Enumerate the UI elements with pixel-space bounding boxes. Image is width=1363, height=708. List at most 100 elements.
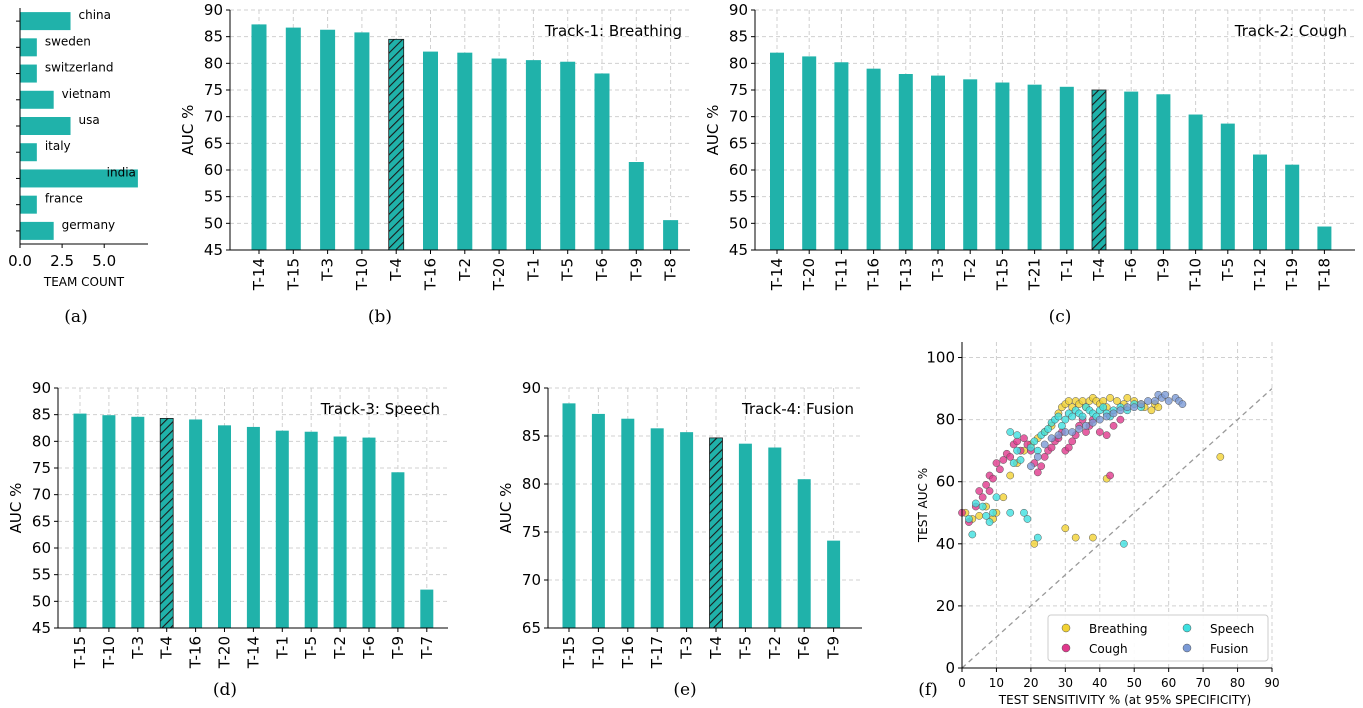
- y-tick-label: 85: [32, 406, 51, 424]
- point-cough: [1064, 443, 1073, 452]
- point-cough: [989, 474, 997, 483]
- x-tick-label: T-5: [302, 636, 320, 660]
- bar-t-9: [827, 540, 841, 628]
- country-label: germany: [62, 218, 115, 232]
- x-tick-label: T-15: [71, 636, 89, 669]
- point-fusion: [1123, 403, 1132, 412]
- point-speech: [968, 530, 977, 539]
- y-tick-label: 75: [204, 81, 223, 99]
- y-tick-label: 65: [729, 134, 748, 152]
- bar-t-13: [898, 74, 913, 250]
- panel-caption: (e): [673, 680, 696, 700]
- point-breathing: [1123, 394, 1132, 402]
- legend-marker-fusion: [1182, 643, 1192, 653]
- point-speech: [1016, 456, 1025, 464]
- point-speech: [971, 499, 980, 508]
- point-cough: [1006, 453, 1015, 461]
- x-tick-label: T-9: [389, 636, 407, 660]
- bar-t-5: [560, 61, 576, 250]
- x-tick-label: T-8: [662, 258, 680, 282]
- x-tick-label: T-4: [158, 636, 176, 660]
- x-tick-label: T-21: [1026, 258, 1044, 291]
- bar-t-16: [189, 419, 203, 628]
- legend-box: [1047, 614, 1269, 662]
- y-tick-label: 100: [926, 349, 955, 367]
- x-tick-label: T-5: [736, 636, 754, 660]
- point-cough: [1106, 471, 1114, 480]
- point-speech: [1006, 428, 1015, 436]
- point-fusion: [1109, 409, 1118, 418]
- bar-t-10: [102, 415, 116, 628]
- x-axis-label: TEST SENSITIVITY % (at 95% SPECIFICITY): [998, 693, 1251, 707]
- x-tick-label: T-5: [1219, 258, 1237, 282]
- y-tick-label: 85: [522, 427, 541, 445]
- bar-t-14: [251, 24, 267, 251]
- y-tick-label: 60: [729, 161, 748, 179]
- bar-t-3: [680, 432, 694, 628]
- point-cough: [985, 487, 994, 495]
- bar-t-2: [333, 436, 347, 628]
- x-tick-label: T-9: [825, 636, 843, 660]
- y-tick-label: 55: [204, 188, 223, 206]
- diagonal-reference-line: [961, 388, 1273, 669]
- point-fusion: [1164, 397, 1173, 405]
- bar-t-6: [797, 479, 811, 628]
- bar-t-15: [995, 82, 1010, 251]
- point-breathing: [1089, 533, 1097, 542]
- bar-t-10: [354, 32, 370, 251]
- y-tick-label: 90: [32, 379, 51, 397]
- x-tick-label: T-9: [1154, 258, 1172, 282]
- panel-c-cough-chart: 45 50 55 60 65 70 75 80 85 90 T-14 T-20 T-11 T-16 T-13…: [704, 1, 1355, 327]
- bar-t-1: [1059, 86, 1074, 250]
- x-tick-label: T-12: [1251, 258, 1269, 291]
- x-tick-label: 60: [1161, 676, 1176, 690]
- point-cough: [1020, 434, 1028, 443]
- point-breathing: [1071, 533, 1080, 542]
- x-tick-label: T-5: [559, 258, 577, 282]
- point-speech: [989, 508, 997, 517]
- x-tick-label: T-4: [1090, 258, 1108, 282]
- point-cough: [982, 480, 990, 489]
- x-tick-label: T-17: [648, 636, 666, 669]
- y-tick-label: 50: [204, 214, 223, 232]
- x-tick-label: T-19: [1283, 258, 1301, 291]
- country-label: india: [107, 165, 136, 179]
- y-tick-label: 60: [204, 161, 223, 179]
- point-fusion: [1144, 397, 1152, 405]
- point-speech: [1033, 533, 1042, 542]
- point-cough: [1095, 428, 1104, 436]
- x-tick-label: T-1: [1058, 258, 1076, 282]
- x-tick-label: 30: [1058, 676, 1073, 690]
- panel-e-fusion-chart: 65 70 75 80 85 90 T-15 T-10 T-16 T-17 T-3 T-4 T-5 T-2…: [497, 379, 862, 700]
- x-tick-label: T-11: [832, 258, 850, 291]
- x-tick-label: T-13: [897, 258, 915, 291]
- y-axis-label: TEST AUC %: [916, 468, 930, 543]
- x-tick-label: T-1: [273, 636, 291, 660]
- bar-t-15: [562, 403, 576, 628]
- x-tick-label: T-10: [589, 636, 607, 669]
- y-tick-label: 40: [936, 535, 955, 553]
- x-tick-label: T-6: [360, 636, 378, 660]
- bar-t-11: [834, 62, 849, 251]
- legend-label-breathing: Breathing: [1089, 622, 1148, 636]
- bar-usa: [20, 117, 71, 135]
- legend-label-speech: Speech: [1210, 622, 1254, 636]
- x-tick-label: T-2: [331, 636, 349, 660]
- y-tick-label: 75: [522, 523, 541, 541]
- bar-china: [20, 12, 71, 31]
- point-fusion: [1061, 428, 1070, 436]
- point-cough: [1109, 421, 1118, 430]
- x-tick-label: T-10: [100, 636, 118, 669]
- bar-t-7: [420, 589, 434, 628]
- y-tick-label: 80: [32, 432, 51, 450]
- x-tick-label: T-15: [284, 258, 302, 291]
- point-speech: [1013, 431, 1021, 439]
- bar-t-4: [159, 417, 174, 629]
- bar-t-20: [218, 425, 231, 628]
- bar-switzerland: [20, 64, 37, 83]
- y-tick-label: 50: [32, 592, 51, 610]
- bar-t-19: [1285, 164, 1300, 250]
- point-fusion: [1161, 390, 1170, 399]
- x-tick-label: T-3: [129, 636, 147, 660]
- bar-t-15: [285, 27, 301, 250]
